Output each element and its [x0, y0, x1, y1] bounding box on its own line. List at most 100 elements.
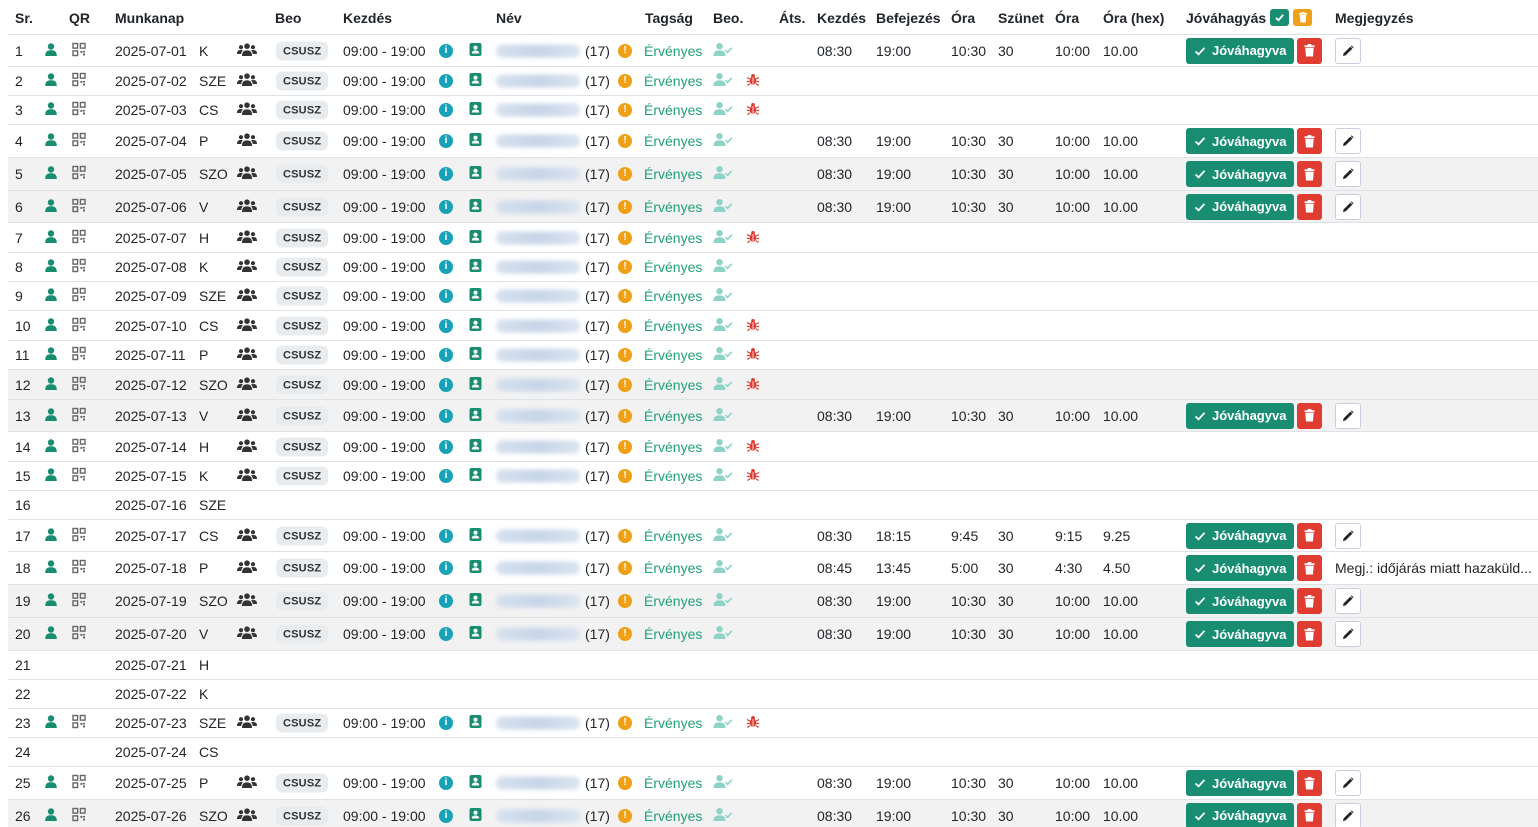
approved-button[interactable]: Jóváhagyva — [1186, 588, 1295, 614]
qr-code-icon[interactable] — [72, 101, 86, 119]
person-icon[interactable] — [44, 560, 58, 577]
warning-icon[interactable]: ! — [618, 439, 632, 454]
info-icon[interactable]: i — [439, 289, 453, 303]
warning-icon[interactable]: ! — [618, 74, 632, 88]
qr-code-icon[interactable] — [72, 346, 86, 364]
bug-icon[interactable] — [746, 376, 760, 393]
delete-button[interactable] — [1297, 802, 1322, 827]
header-munkanap[interactable]: Munkanap — [115, 10, 185, 26]
user-check-icon[interactable] — [713, 714, 733, 732]
info-icon[interactable]: i — [439, 808, 453, 823]
qr-code-icon[interactable] — [72, 774, 86, 792]
user-check-icon[interactable] — [713, 72, 733, 90]
qr-code-icon[interactable] — [72, 317, 86, 334]
info-icon[interactable]: i — [439, 594, 453, 608]
edit-note-button[interactable] — [1335, 522, 1361, 549]
contact-card-icon[interactable] — [469, 593, 482, 610]
user-check-icon[interactable] — [713, 592, 733, 610]
qr-code-icon[interactable] — [72, 592, 86, 610]
header-befejezes[interactable]: Befejezés — [876, 10, 941, 26]
approved-button[interactable]: Jóváhagyva — [1186, 128, 1295, 154]
qr-code-icon[interactable] — [72, 72, 86, 90]
users-icon[interactable] — [237, 714, 257, 732]
person-icon[interactable] — [44, 73, 58, 90]
info-icon[interactable]: i — [439, 377, 453, 392]
users-icon[interactable] — [237, 198, 257, 216]
contact-card-icon[interactable] — [469, 133, 482, 150]
info-icon[interactable]: i — [439, 408, 453, 423]
person-icon[interactable] — [44, 317, 58, 334]
person-icon[interactable] — [44, 775, 58, 792]
info-icon[interactable]: i — [439, 528, 453, 543]
person-icon[interactable] — [44, 102, 58, 119]
info-icon[interactable]: i — [439, 348, 453, 362]
person-icon[interactable] — [44, 347, 58, 364]
approved-button[interactable]: Jóváhagyva — [1186, 193, 1295, 220]
info-icon[interactable]: i — [439, 439, 453, 454]
edit-note-button[interactable] — [1335, 770, 1361, 796]
warning-icon[interactable]: ! — [618, 230, 632, 245]
contact-card-icon[interactable] — [469, 42, 482, 59]
info-icon[interactable]: i — [439, 627, 453, 641]
users-icon[interactable] — [237, 559, 257, 577]
warning-icon[interactable]: ! — [618, 103, 632, 117]
person-icon[interactable] — [44, 438, 58, 455]
users-icon[interactable] — [237, 258, 257, 276]
delete-button[interactable] — [1297, 128, 1322, 154]
user-check-icon[interactable] — [713, 198, 733, 216]
contact-card-icon[interactable] — [469, 288, 482, 305]
users-icon[interactable] — [237, 132, 257, 150]
header-kezdes2[interactable]: Kezdés — [817, 10, 867, 26]
warning-icon[interactable]: ! — [618, 716, 632, 730]
contact-card-icon[interactable] — [469, 376, 482, 393]
warning-icon[interactable]: ! — [618, 167, 632, 181]
user-check-icon[interactable] — [713, 101, 733, 119]
user-check-icon[interactable] — [713, 42, 733, 60]
user-check-icon[interactable] — [713, 807, 733, 825]
info-icon[interactable]: i — [439, 43, 453, 58]
user-check-icon[interactable] — [713, 346, 733, 364]
person-icon[interactable] — [44, 626, 58, 643]
info-icon[interactable]: i — [439, 561, 453, 575]
qr-code-icon[interactable] — [72, 807, 86, 824]
users-icon[interactable] — [237, 407, 257, 425]
users-icon[interactable] — [237, 376, 257, 394]
info-icon[interactable]: i — [439, 469, 453, 483]
warning-icon[interactable]: ! — [618, 289, 632, 303]
info-icon[interactable]: i — [439, 230, 453, 245]
qr-code-icon[interactable] — [72, 258, 86, 276]
users-icon[interactable] — [237, 101, 257, 119]
contact-card-icon[interactable] — [469, 626, 482, 643]
user-check-icon[interactable] — [713, 625, 733, 643]
delete-button[interactable] — [1297, 161, 1322, 187]
bug-icon[interactable] — [746, 715, 760, 732]
users-icon[interactable] — [237, 807, 257, 825]
delete-button[interactable] — [1297, 402, 1322, 429]
person-icon[interactable] — [44, 593, 58, 610]
contact-card-icon[interactable] — [469, 438, 482, 455]
contact-card-icon[interactable] — [469, 468, 482, 485]
users-icon[interactable] — [237, 527, 257, 545]
edit-note-button[interactable] — [1335, 161, 1361, 187]
contact-card-icon[interactable] — [469, 317, 482, 334]
header-megjegyzes[interactable]: Megjegyzés — [1335, 10, 1414, 26]
qr-code-icon[interactable] — [72, 467, 86, 485]
contact-card-icon[interactable] — [469, 73, 482, 90]
user-check-icon[interactable] — [713, 287, 733, 305]
edit-note-button[interactable] — [1335, 802, 1361, 827]
edit-note-button[interactable] — [1335, 621, 1361, 647]
person-icon[interactable] — [44, 133, 58, 150]
qr-code-icon[interactable] — [72, 625, 86, 643]
warning-icon[interactable]: ! — [618, 377, 632, 392]
warning-icon[interactable]: ! — [618, 808, 632, 823]
warning-icon[interactable]: ! — [618, 199, 632, 214]
info-icon[interactable]: i — [439, 167, 453, 181]
user-check-icon[interactable] — [713, 559, 733, 577]
users-icon[interactable] — [237, 625, 257, 643]
approved-button[interactable]: Jóváhagyva — [1186, 402, 1295, 429]
info-icon[interactable]: i — [439, 716, 453, 730]
user-check-icon[interactable] — [713, 317, 733, 335]
qr-code-icon[interactable] — [72, 376, 86, 393]
contact-card-icon[interactable] — [469, 166, 482, 183]
person-icon[interactable] — [44, 376, 58, 393]
